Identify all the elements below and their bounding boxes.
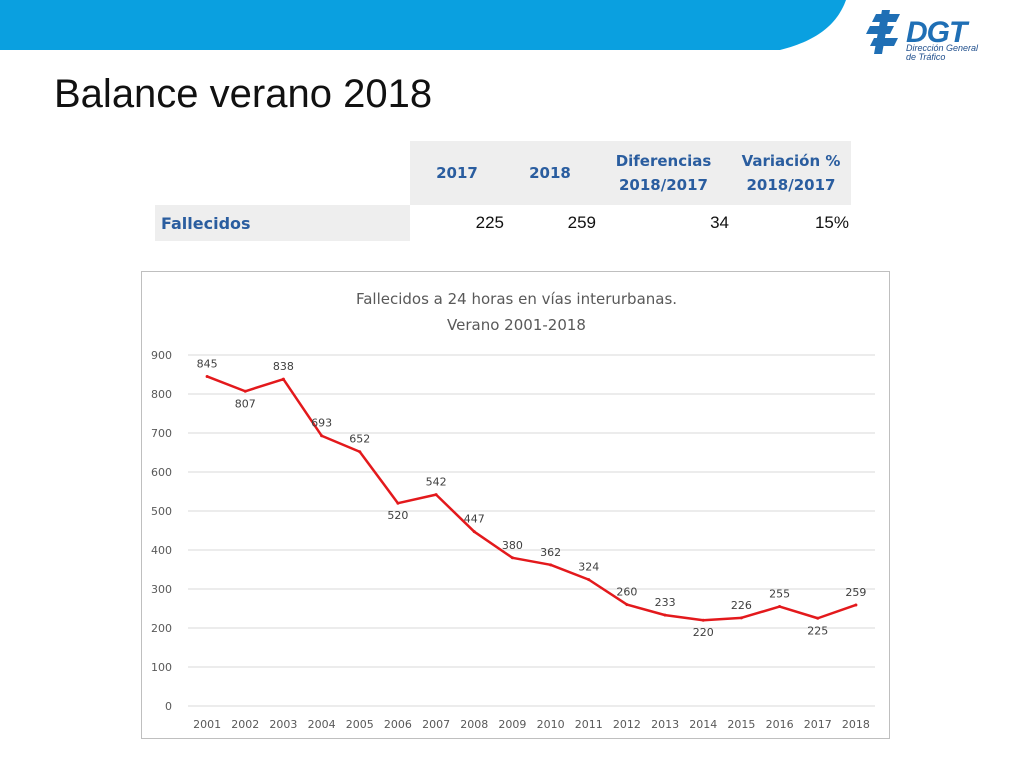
data-point (281, 377, 285, 381)
x-tick-label: 2008 (460, 718, 488, 731)
data-point (778, 605, 782, 609)
y-tick-label: 500 (151, 505, 172, 518)
data-label: 233 (655, 596, 676, 609)
data-label: 259 (845, 586, 866, 599)
data-label: 693 (311, 417, 332, 430)
y-tick-label: 600 (151, 466, 172, 479)
y-tick-label: 800 (151, 388, 172, 401)
header-diferencias: Diferencias 2018/2017 (596, 141, 731, 205)
data-point (739, 616, 743, 620)
data-point (587, 578, 591, 582)
cell-2018: 259 (567, 213, 596, 232)
x-tick-label: 2012 (613, 718, 641, 731)
cell-2017: 225 (475, 213, 504, 232)
x-tick-label: 2002 (231, 718, 259, 731)
x-tick-label: 2014 (689, 718, 717, 731)
x-tick-label: 2005 (346, 718, 374, 731)
logo-subtitle: Dirección General de Tráfico (906, 43, 979, 62)
x-tick-label: 2017 (804, 718, 832, 731)
header-2017: 2017 (410, 141, 504, 205)
data-point (816, 616, 820, 620)
x-tick-label: 2016 (766, 718, 794, 731)
y-tick-label: 300 (151, 583, 172, 596)
data-point (663, 613, 667, 617)
y-tick-label: 700 (151, 427, 172, 440)
data-label: 380 (502, 539, 523, 552)
data-label: 520 (387, 509, 408, 522)
data-label: 362 (540, 546, 561, 559)
data-label: 838 (273, 360, 294, 373)
data-label: 225 (807, 624, 828, 637)
series-line (206, 375, 857, 622)
data-label: 260 (616, 586, 637, 599)
data-label: 652 (349, 433, 370, 446)
y-tick-label: 200 (151, 622, 172, 635)
data-label: 447 (464, 513, 485, 526)
header-variacion: Variación % 2018/2017 (731, 141, 851, 205)
y-tick-label: 100 (151, 661, 172, 674)
summary-table: 2017 2018 Diferencias 2018/2017 Variació… (155, 141, 851, 241)
data-label: 845 (197, 357, 218, 370)
data-point (510, 556, 514, 560)
cell-variacion: 15% (814, 213, 849, 232)
data-point (549, 563, 553, 567)
line-chart: 0 100 200 300 400 500 600 700 800 900 2001 2002 2003… (151, 349, 875, 731)
data-point (358, 450, 362, 454)
y-tick-label: 900 (151, 349, 172, 362)
data-point (243, 389, 247, 393)
header-band (0, 0, 846, 50)
data-label: 226 (731, 599, 752, 612)
row-label-fallecidos: Fallecidos (155, 205, 410, 241)
data-point (472, 530, 476, 534)
x-tick-label: 2011 (575, 718, 603, 731)
data-label: 807 (235, 397, 256, 410)
data-point (854, 603, 858, 607)
data-point (701, 618, 705, 622)
x-tick-label: 2006 (384, 718, 412, 731)
data-point (320, 434, 324, 438)
x-tick-label: 2010 (537, 718, 565, 731)
logo-name: DGT (906, 16, 967, 49)
y-tick-label: 400 (151, 544, 172, 557)
dgt-logo: DGT Dirección General de Tráfico (866, 6, 1016, 66)
x-tick-label: 2018 (842, 718, 870, 731)
data-point (205, 374, 209, 378)
data-label: 542 (426, 476, 447, 489)
x-tick-label: 2003 (269, 718, 297, 731)
chart-title: Fallecidos a 24 horas en vías interurban… (355, 290, 678, 308)
x-tick-label: 2007 (422, 718, 450, 731)
page-title: Balance verano 2018 (54, 72, 433, 116)
data-point (396, 501, 400, 505)
data-label: 324 (578, 561, 599, 574)
x-tick-label: 2015 (727, 718, 755, 731)
data-point (625, 603, 629, 607)
chart-subtitle: Verano 2001-2018 (447, 316, 586, 334)
x-tick-label: 2004 (308, 718, 336, 731)
data-label: 220 (693, 626, 714, 639)
data-label: 255 (769, 588, 790, 601)
y-tick-label: 0 (165, 700, 172, 713)
x-tick-label: 2009 (498, 718, 526, 731)
data-point (434, 493, 438, 497)
chart-frame: Fallecidos a 24 horas en vías interurban… (141, 271, 890, 739)
x-tick-label: 2001 (193, 718, 221, 731)
x-tick-label: 2013 (651, 718, 679, 731)
header-2018: 2018 (504, 141, 596, 205)
cell-diferencias: 34 (710, 213, 729, 232)
dgt-logo-icon (866, 10, 900, 54)
